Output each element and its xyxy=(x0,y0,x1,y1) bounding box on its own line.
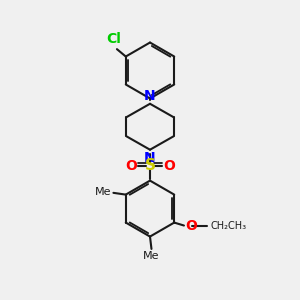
Text: N: N xyxy=(144,88,156,103)
Text: CH₂CH₃: CH₂CH₃ xyxy=(210,220,246,230)
Text: Cl: Cl xyxy=(106,32,121,46)
Text: Me: Me xyxy=(143,251,160,261)
Text: O: O xyxy=(125,159,137,173)
Text: S: S xyxy=(145,158,155,173)
Text: O: O xyxy=(186,218,198,233)
Text: O: O xyxy=(163,159,175,173)
Text: Me: Me xyxy=(94,187,111,197)
Text: N: N xyxy=(144,151,156,165)
